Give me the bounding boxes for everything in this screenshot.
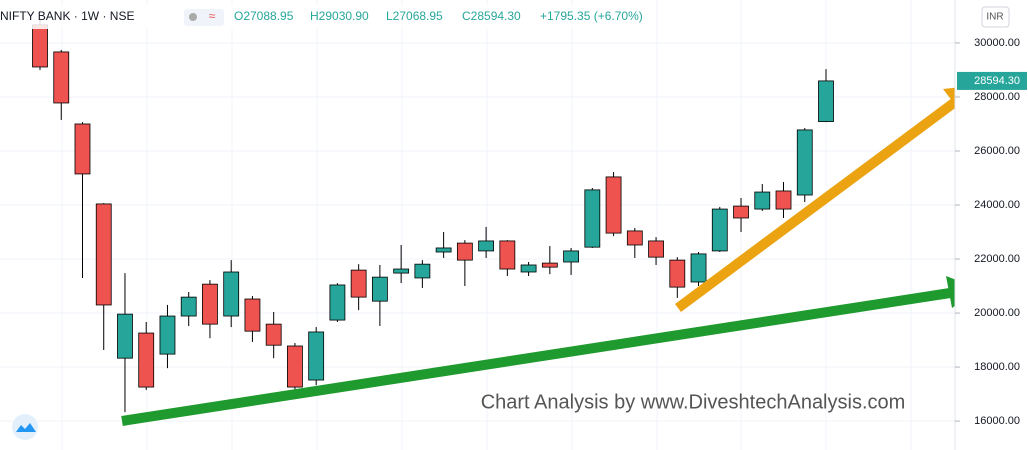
ohlc-value: H29030.90 bbox=[310, 9, 369, 23]
price-axis bbox=[955, 0, 1028, 450]
y-tick-label: 24000.00 bbox=[974, 199, 1020, 211]
candle-body bbox=[202, 283, 218, 325]
candle-body bbox=[329, 284, 346, 321]
candle-body bbox=[754, 191, 771, 210]
candle-body bbox=[159, 315, 176, 355]
ohlc-value: C28594.30 bbox=[462, 9, 521, 23]
candle-body bbox=[74, 123, 91, 175]
candle-body bbox=[733, 205, 749, 219]
y-tick-label: 28000.00 bbox=[974, 91, 1020, 103]
ohlc-header: O27088.95 H29030.90 L27068.95 C28594.30 +179… bbox=[234, 9, 643, 23]
candle-body bbox=[690, 253, 707, 283]
y-tick-label: 22000.00 bbox=[974, 253, 1020, 265]
y-tick-label: 30000.00 bbox=[974, 37, 1020, 49]
wave-icon[interactable]: ≈ bbox=[209, 9, 216, 23]
y-tick-label: 18000.00 bbox=[974, 361, 1020, 373]
candle-body bbox=[563, 250, 579, 263]
candle-body bbox=[371, 276, 388, 302]
candle-body bbox=[541, 262, 558, 268]
axis-labels: 16000.00 18000.00 20000.00 22000.00 24000.00… bbox=[955, 37, 1027, 427]
ohlc-value: L27068.95 bbox=[386, 9, 443, 23]
candle-body bbox=[775, 190, 792, 210]
candle-body bbox=[711, 208, 728, 252]
symbol-title: NIFTY BANK · 1W · NSE bbox=[0, 9, 134, 23]
ohlc-value: O27088.95 bbox=[234, 9, 294, 23]
change-value: +1795.35 (+6.70%) bbox=[540, 9, 643, 23]
candle-body bbox=[32, 24, 48, 68]
candle-body bbox=[393, 268, 410, 274]
candle-body bbox=[520, 264, 537, 273]
candle-body bbox=[53, 51, 70, 104]
candle-body bbox=[478, 240, 495, 252]
candle-body bbox=[584, 189, 601, 248]
eye-icon[interactable] bbox=[189, 13, 197, 21]
y-tick-label: 16000.00 bbox=[974, 415, 1020, 427]
candle-body bbox=[796, 129, 813, 196]
candle-body bbox=[180, 296, 197, 317]
candle-body bbox=[414, 263, 431, 279]
currency: INR bbox=[986, 12, 1003, 23]
header-bg bbox=[0, 5, 630, 29]
candle-body bbox=[244, 298, 261, 332]
logo[interactable] bbox=[12, 414, 38, 440]
candle-body bbox=[499, 240, 516, 270]
candle-body bbox=[350, 269, 367, 298]
candle-body bbox=[818, 80, 834, 122]
candles bbox=[32, 19, 834, 413]
last-price-box bbox=[957, 71, 1027, 90]
last-price-label: 28594.30 bbox=[974, 75, 1020, 87]
candle-body bbox=[308, 331, 325, 381]
y-tick-label: 26000.00 bbox=[974, 145, 1020, 157]
watermark: Chart Analysis by www.DiveshtechAnalysis… bbox=[481, 391, 906, 413]
candle-body bbox=[95, 203, 112, 306]
currency-box[interactable] bbox=[981, 6, 1010, 28]
candle-body bbox=[435, 247, 452, 253]
candle-body bbox=[626, 230, 643, 246]
candle-body bbox=[605, 176, 622, 234]
candle-body bbox=[117, 313, 133, 359]
candle-body bbox=[287, 345, 303, 388]
candle-body bbox=[265, 323, 282, 346]
candle-body bbox=[648, 240, 664, 258]
candle-body bbox=[223, 271, 240, 317]
candle-body bbox=[669, 259, 686, 288]
candle-body bbox=[138, 332, 155, 388]
y-tick-label: 20000.00 bbox=[974, 307, 1020, 319]
candle-body bbox=[456, 242, 473, 261]
